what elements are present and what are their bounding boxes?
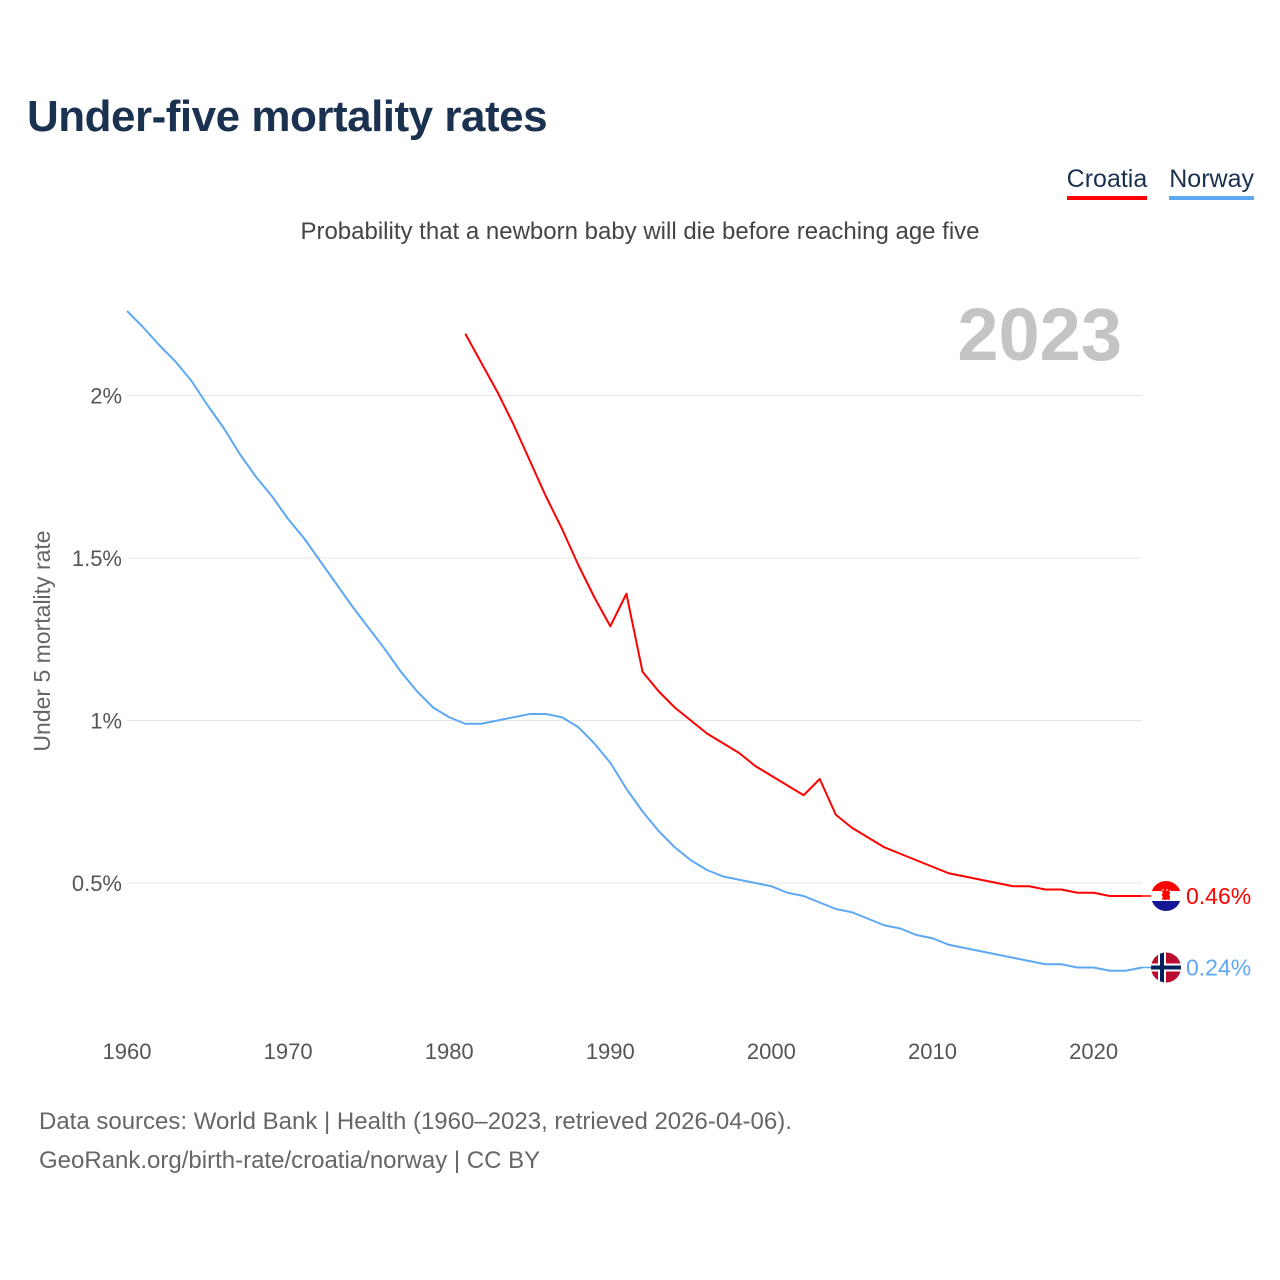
croatia-flag-icon xyxy=(1151,881,1181,911)
end-value-label: 0.24% xyxy=(1186,955,1251,981)
chart-subtitle: Probability that a newborn baby will die… xyxy=(300,218,980,245)
norway-flag-icon xyxy=(1151,952,1181,983)
y-tick-label: 1.5% xyxy=(72,546,122,571)
flag-stripe xyxy=(1151,901,1181,911)
x-tick-label: 2010 xyxy=(908,1039,957,1064)
end-value-label: 0.46% xyxy=(1186,883,1251,909)
x-tick-label: 1970 xyxy=(264,1039,313,1064)
legend-item-croatia[interactable]: Croatia xyxy=(1066,165,1148,200)
legend-item-norway[interactable]: Norway xyxy=(1169,165,1254,200)
source-line-1: Data sources: World Bank | Health (1960–… xyxy=(39,1108,792,1135)
y-tick-label: 0.5% xyxy=(72,871,122,896)
year-label: 2023 xyxy=(957,293,1122,376)
coat-of-arms xyxy=(1161,889,1171,901)
x-tick-label: 1990 xyxy=(586,1039,635,1064)
y-tick-label: 1% xyxy=(90,709,122,734)
series-line-croatia xyxy=(464,333,1142,897)
x-tick-label: 2020 xyxy=(1069,1039,1118,1064)
legend: Croatia Norway xyxy=(1066,165,1254,200)
x-tick-label: 1960 xyxy=(103,1039,152,1064)
series-line-norway xyxy=(126,310,1143,972)
source-line-2: GeoRank.org/birth-rate/croatia/norway | … xyxy=(39,1147,541,1174)
flag-cross xyxy=(1151,965,1181,970)
y-tick-label: 2% xyxy=(90,384,122,409)
x-tick-label: 1980 xyxy=(425,1039,474,1064)
x-tick-label: 2000 xyxy=(747,1039,796,1064)
chart-title: Under-five mortality rates xyxy=(27,92,548,141)
y-axis-label: Under 5 mortality rate xyxy=(29,530,55,751)
flag-stripe xyxy=(1151,881,1181,891)
